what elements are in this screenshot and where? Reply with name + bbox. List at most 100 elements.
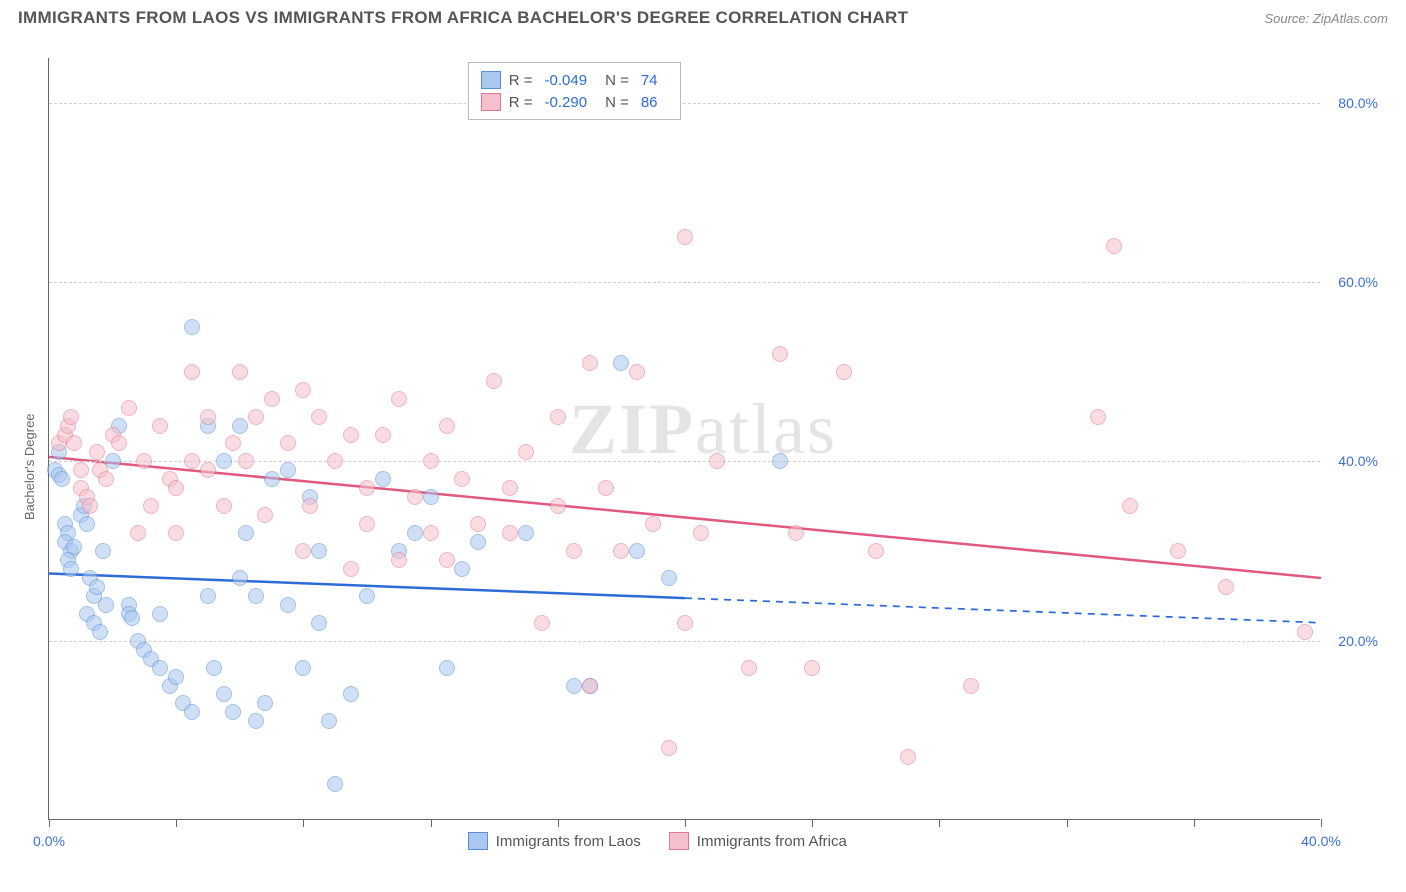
gridline	[49, 282, 1320, 283]
data-point	[295, 382, 311, 398]
data-point	[502, 480, 518, 496]
y-axis-label: Bachelor's Degree	[22, 413, 37, 520]
watermark: ZIPatlas	[569, 388, 837, 471]
legend-label: Immigrants from Africa	[697, 833, 847, 850]
data-point	[327, 776, 343, 792]
data-point	[248, 588, 264, 604]
data-point	[54, 471, 70, 487]
plot-area: ZIPatlas 20.0%40.0%60.0%80.0%0.0%40.0%	[48, 58, 1320, 820]
data-point	[225, 704, 241, 720]
x-tick	[812, 819, 813, 827]
series-legend: Immigrants from Laos Immigrants from Afri…	[468, 832, 847, 850]
data-point	[232, 364, 248, 380]
data-point	[238, 453, 254, 469]
data-point	[295, 660, 311, 676]
data-point	[359, 480, 375, 496]
data-point	[121, 400, 137, 416]
x-tick	[1067, 819, 1068, 827]
data-point	[92, 624, 108, 640]
data-point	[534, 615, 550, 631]
x-tick	[303, 819, 304, 827]
trend-line-solid	[49, 457, 1321, 578]
stats-row: R =-0.049N =74	[481, 69, 668, 91]
source-label: Source: ZipAtlas.com	[1264, 11, 1388, 26]
data-point	[677, 615, 693, 631]
data-point	[518, 444, 534, 460]
data-point	[321, 713, 337, 729]
legend-swatch	[468, 832, 488, 850]
data-point	[206, 660, 222, 676]
data-point	[82, 498, 98, 514]
data-point	[232, 570, 248, 586]
data-point	[184, 364, 200, 380]
data-point	[693, 525, 709, 541]
data-point	[89, 444, 105, 460]
data-point	[168, 480, 184, 496]
data-point	[200, 462, 216, 478]
data-point	[225, 435, 241, 451]
legend-label: Immigrants from Laos	[496, 833, 641, 850]
data-point	[257, 507, 273, 523]
data-point	[645, 516, 661, 532]
data-point	[111, 435, 127, 451]
data-point	[73, 462, 89, 478]
data-point	[423, 525, 439, 541]
gridline	[49, 103, 1320, 104]
data-point	[311, 409, 327, 425]
data-point	[124, 610, 140, 626]
data-point	[79, 516, 95, 532]
data-point	[963, 678, 979, 694]
data-point	[613, 355, 629, 371]
data-point	[661, 740, 677, 756]
data-point	[1122, 498, 1138, 514]
r-value: -0.290	[545, 94, 588, 111]
data-point	[375, 427, 391, 443]
data-point	[677, 229, 693, 245]
data-point	[1106, 238, 1122, 254]
x-tick-label: 40.0%	[1301, 833, 1341, 849]
data-point	[143, 498, 159, 514]
n-value: 86	[641, 94, 658, 111]
data-point	[407, 489, 423, 505]
data-point	[66, 435, 82, 451]
data-point	[327, 453, 343, 469]
data-point	[248, 409, 264, 425]
data-point	[280, 435, 296, 451]
y-tick-label: 80.0%	[1338, 95, 1378, 111]
data-point	[566, 543, 582, 559]
data-point	[264, 391, 280, 407]
trend-line-dashed	[685, 598, 1321, 623]
data-point	[295, 543, 311, 559]
data-point	[788, 525, 804, 541]
n-value: 74	[641, 72, 658, 89]
data-point	[63, 561, 79, 577]
data-point	[63, 409, 79, 425]
data-point	[772, 453, 788, 469]
legend-swatch	[669, 832, 689, 850]
data-point	[804, 660, 820, 676]
data-point	[200, 409, 216, 425]
data-point	[836, 364, 852, 380]
data-point	[391, 552, 407, 568]
data-point	[550, 498, 566, 514]
data-point	[709, 453, 725, 469]
data-point	[257, 695, 273, 711]
data-point	[216, 686, 232, 702]
data-point	[629, 364, 645, 380]
x-tick	[176, 819, 177, 827]
data-point	[486, 373, 502, 389]
data-point	[343, 686, 359, 702]
data-point	[470, 534, 486, 550]
y-tick-label: 40.0%	[1338, 453, 1378, 469]
data-point	[470, 516, 486, 532]
data-point	[343, 561, 359, 577]
x-tick-label: 0.0%	[33, 833, 65, 849]
x-tick	[939, 819, 940, 827]
data-point	[264, 471, 280, 487]
data-point	[518, 525, 534, 541]
data-point	[454, 561, 470, 577]
data-point	[359, 588, 375, 604]
data-point	[200, 588, 216, 604]
data-point	[439, 552, 455, 568]
legend-item: Immigrants from Africa	[669, 832, 847, 850]
